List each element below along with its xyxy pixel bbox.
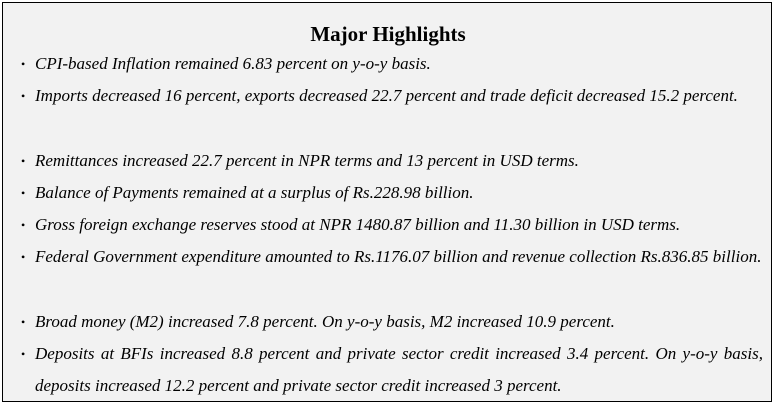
highlight-item: • Remittances increased 22.7 percent in …: [21, 145, 763, 177]
bullet-icon: •: [21, 186, 26, 200]
highlight-text: CPI-based Inflation remained 6.83 percen…: [35, 54, 431, 73]
highlight-text: Remittances increased 22.7 percent in NP…: [35, 151, 579, 170]
bullet-icon: •: [21, 250, 26, 264]
bullet-icon: •: [21, 218, 26, 232]
highlight-text: Broad money (M2) increased 7.8 percent. …: [35, 312, 615, 331]
highlight-item: • Broad money (M2) increased 7.8 percent…: [21, 306, 763, 338]
bullet-icon: •: [21, 347, 26, 361]
bullet-icon: •: [21, 57, 26, 71]
highlight-item: • Federal Government expenditure amounte…: [21, 241, 763, 273]
highlight-text: Balance of Payments remained at a surplu…: [35, 183, 474, 202]
bullet-icon: •: [21, 315, 26, 329]
highlight-item: • Deposits at BFIs increased 8.8 percent…: [21, 338, 763, 402]
bullet-icon: •: [21, 89, 26, 103]
highlights-box: Major Highlights • CPI-based Inflation r…: [2, 2, 772, 402]
highlight-text: Imports decreased 16 percent, exports de…: [35, 86, 738, 105]
highlights-title: Major Highlights: [310, 22, 466, 46]
highlight-item: • Imports decreased 16 percent, exports …: [21, 80, 763, 112]
highlight-text: Gross foreign exchange reserves stood at…: [35, 215, 681, 234]
highlight-text: Federal Government expenditure amounted …: [35, 247, 762, 266]
highlight-text: Deposits at BFIs increased 8.8 percent a…: [35, 344, 763, 395]
highlight-item: • CPI-based Inflation remained 6.83 perc…: [21, 48, 763, 80]
bullet-icon: •: [21, 154, 26, 168]
highlight-item: • Gross foreign exchange reserves stood …: [21, 209, 763, 241]
highlight-item: • Balance of Payments remained at a surp…: [21, 177, 763, 209]
